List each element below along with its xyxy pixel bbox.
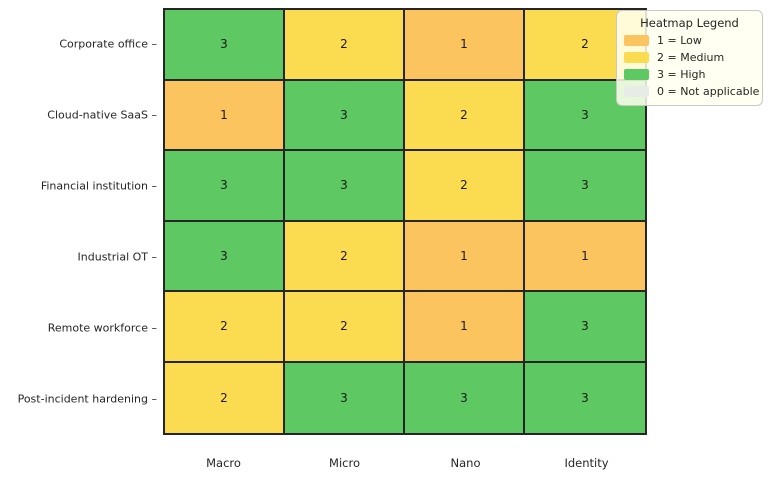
heatmap-cell: 3 bbox=[285, 362, 405, 433]
legend-item-not-applicable: 0 = Not applicable bbox=[624, 85, 759, 98]
legend-swatch-medium-icon bbox=[624, 52, 649, 63]
heatmap-cell: 3 bbox=[525, 151, 645, 222]
legend-item-high: 3 = High bbox=[624, 68, 755, 81]
heatmap-cell: 1 bbox=[165, 80, 285, 151]
heatmap-cell: 3 bbox=[525, 292, 645, 363]
heatmap-cell: 2 bbox=[165, 362, 285, 433]
heatmap-cell: 2 bbox=[165, 292, 285, 363]
y-tick-label: Corporate office – bbox=[59, 37, 157, 51]
heatmap-cell: 2 bbox=[285, 292, 405, 363]
heatmap-cell: 2 bbox=[405, 80, 525, 151]
legend-label-medium: 2 = Medium bbox=[657, 51, 725, 64]
heatmap-cell: 1 bbox=[525, 221, 645, 292]
y-tick-label: Remote workforce – bbox=[47, 321, 157, 335]
heatmap-cell: 3 bbox=[165, 10, 285, 81]
heatmap-cell: 2 bbox=[285, 10, 405, 81]
legend-label-not-applicable: 0 = Not applicable bbox=[657, 85, 760, 98]
legend-item-low: 1 = Low bbox=[624, 34, 755, 47]
y-axis-tick-labels: Corporate office – Cloud-native SaaS – Fin… bbox=[0, 8, 157, 435]
x-tick-label: Nano bbox=[450, 456, 481, 470]
x-tick-label: Identity bbox=[564, 456, 609, 470]
y-tick-label: Post-incident hardening – bbox=[17, 392, 157, 406]
heatmap-cell: 3 bbox=[405, 362, 525, 433]
heatmap-cell: 3 bbox=[285, 80, 405, 151]
legend-swatch-not-applicable-icon bbox=[624, 86, 649, 97]
heatmap-cell: 1 bbox=[405, 221, 525, 292]
heatmap-cell: 3 bbox=[165, 151, 285, 222]
heatmap-cell: 3 bbox=[285, 151, 405, 222]
legend-title: Heatmap Legend bbox=[640, 16, 739, 30]
heatmap-cell: 3 bbox=[165, 221, 285, 292]
heatmap-cell: 2 bbox=[285, 221, 405, 292]
y-tick-label: Industrial OT – bbox=[77, 250, 157, 264]
legend-label-low: 1 = Low bbox=[657, 34, 702, 47]
heatmap-legend: Heatmap Legend 1 = Low 2 = Medium 3 = Hi… bbox=[616, 10, 763, 106]
heatmap-cell: 1 bbox=[405, 10, 525, 81]
legend-swatch-low-icon bbox=[624, 35, 649, 46]
legend-item-medium: 2 = Medium bbox=[624, 51, 755, 64]
heatmap-cell: 3 bbox=[525, 362, 645, 433]
heatmap-cell: 1 bbox=[405, 292, 525, 363]
legend-swatch-high-icon bbox=[624, 69, 649, 80]
legend-label-high: 3 = High bbox=[657, 68, 706, 81]
x-tick-label: Macro bbox=[206, 456, 241, 470]
y-tick-label: Cloud-native SaaS – bbox=[47, 108, 157, 122]
y-tick-label: Financial institution – bbox=[40, 179, 157, 193]
x-tick-label: Micro bbox=[329, 456, 360, 470]
x-axis-tick-labels: Macro Micro Nano Identity bbox=[163, 456, 647, 480]
heatmap-cell: 2 bbox=[405, 151, 525, 222]
